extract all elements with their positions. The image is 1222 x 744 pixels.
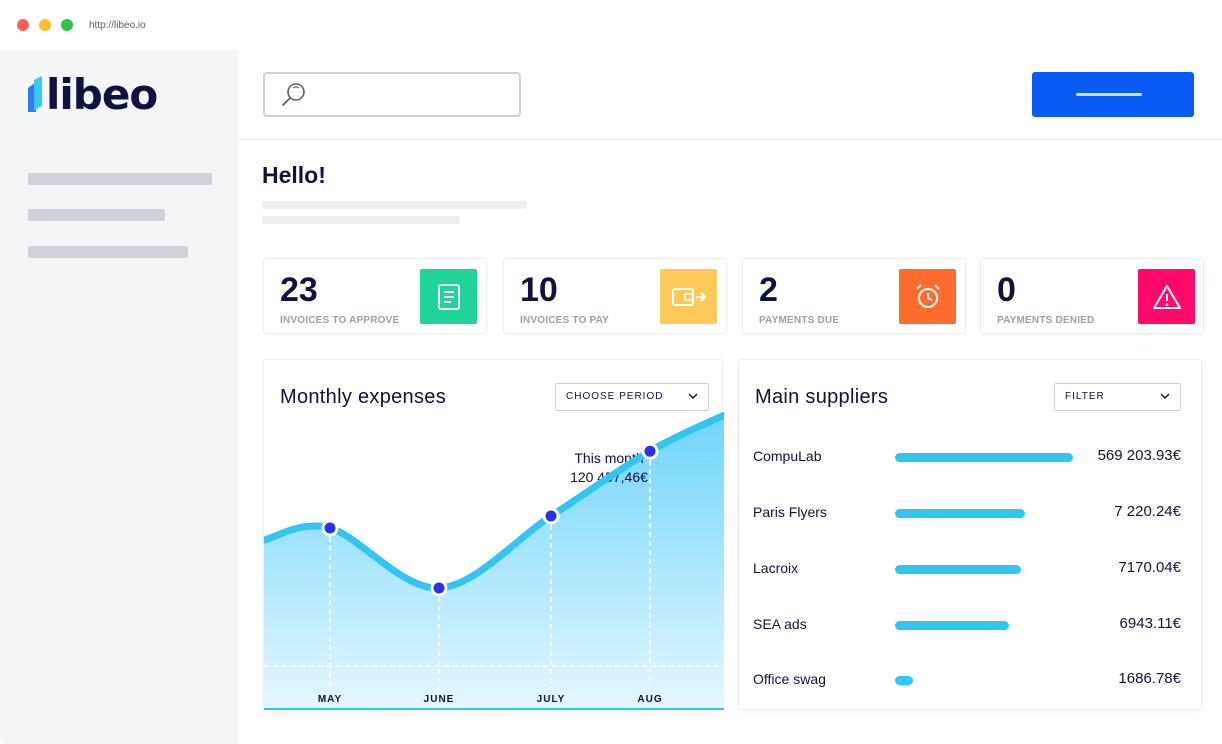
supplier-name[interactable]: Paris Flyers [753, 504, 827, 520]
data-point-june[interactable] [430, 579, 448, 597]
primary-action-button[interactable] [1032, 72, 1194, 117]
data-point-may[interactable] [321, 519, 339, 537]
document-icon [437, 283, 460, 310]
stat-value: 10 [520, 271, 558, 309]
browser-titlebar: http://libeo.io [0, 0, 1222, 50]
supplier-share-bar [895, 676, 913, 685]
greeting-title: Hello! [262, 162, 326, 188]
maximize-window-button[interactable] [61, 19, 73, 31]
stat-value: 0 [997, 271, 1016, 309]
choose-period-label: CHOOSE PERIOD [566, 391, 664, 402]
chevron-down-icon [688, 393, 698, 400]
dashboard-main: Hello! 23 INVOICES TO APPROVE 10 INVOICE… [238, 140, 1222, 744]
filter-label: FILTER [1065, 391, 1105, 402]
stat-value: 23 [280, 271, 318, 309]
sidebar-item-placeholder[interactable] [28, 173, 212, 185]
stat-card-payments-denied[interactable]: 0 PAYMENTS DENIED [980, 258, 1204, 334]
supplier-amount: 7 220.24€ [1114, 503, 1181, 520]
supplier-share-bar [895, 565, 1022, 574]
monthly-expenses-title: Monthly expenses [280, 386, 447, 408]
minimize-window-button[interactable] [39, 19, 51, 31]
libeo-logo-mark-icon [28, 76, 42, 112]
stat-label: PAYMENTS DENIED [997, 315, 1095, 326]
x-tick-label: JULY [537, 694, 566, 705]
search-icon [282, 83, 305, 106]
sidebar-item-placeholder[interactable] [28, 209, 165, 221]
sidebar: libeo [0, 50, 238, 744]
filter-dropdown[interactable]: FILTER [1054, 383, 1181, 411]
stat-value: 2 [759, 271, 778, 309]
supplier-name[interactable]: Lacroix [753, 560, 799, 576]
supplier-name[interactable]: CompuLab [753, 448, 822, 464]
search-input[interactable] [263, 72, 521, 117]
stat-card-invoices-to-approve[interactable]: 23 INVOICES TO APPROVE [263, 258, 487, 334]
stat-label: PAYMENTS DUE [759, 315, 840, 326]
x-tick-label: AUG [637, 694, 662, 705]
data-point-july[interactable] [542, 507, 560, 525]
main-suppliers-title: Main suppliers [755, 386, 889, 408]
data-point-aug[interactable] [641, 442, 659, 460]
supplier-share-bar [895, 453, 1073, 462]
supplier-amount: 6943.11€ [1119, 615, 1181, 632]
close-window-button[interactable] [17, 19, 29, 31]
chevron-down-icon [1160, 393, 1170, 400]
stat-label: INVOICES TO APPROVE [280, 315, 400, 326]
alarm-clock-icon [915, 283, 940, 308]
warning-icon [1152, 284, 1181, 309]
top-bar [238, 50, 1222, 140]
button-label-placeholder [1076, 93, 1142, 96]
supplier-name[interactable]: SEA ads [753, 616, 807, 632]
sidebar-item-placeholder[interactable] [28, 246, 188, 258]
address-bar[interactable]: http://libeo.io [89, 20, 146, 31]
supplier-name[interactable]: Office swag [753, 671, 826, 687]
wallet-arrow-icon [671, 287, 706, 306]
supplier-share-bar [895, 509, 1025, 518]
supplier-amount: 7170.04€ [1118, 559, 1181, 576]
stat-label: INVOICES TO PAY [520, 315, 609, 326]
stat-icon-tile [1138, 269, 1195, 324]
stat-icon-tile [420, 269, 477, 324]
supplier-amount: 569 203.93€ [1097, 447, 1181, 464]
stat-icon-tile [660, 269, 717, 324]
choose-period-dropdown[interactable]: CHOOSE PERIOD [555, 383, 709, 411]
x-tick-label: MAY [318, 694, 342, 705]
subtitle-placeholder [262, 216, 460, 224]
x-tick-label: JUNE [424, 694, 455, 705]
supplier-amount: 1686.78€ [1118, 670, 1181, 687]
logo-wordmark: libeo [46, 70, 158, 119]
stat-icon-tile [899, 269, 956, 324]
subtitle-placeholder [262, 201, 527, 209]
monthly-expenses-card: Monthly expenses CHOOSE PERIOD This mont… [263, 359, 724, 710]
monthly-expenses-chart: This month 120 457,46€ MAY JUNE JULY AUG [264, 411, 724, 710]
main-suppliers-card: Main suppliers FILTER CompuLab 569 203.93… [738, 359, 1202, 710]
supplier-share-bar [895, 621, 1009, 630]
stat-card-payments-due[interactable]: 2 PAYMENTS DUE [742, 258, 966, 334]
stat-card-invoices-to-pay[interactable]: 10 INVOICES TO PAY [503, 258, 727, 334]
